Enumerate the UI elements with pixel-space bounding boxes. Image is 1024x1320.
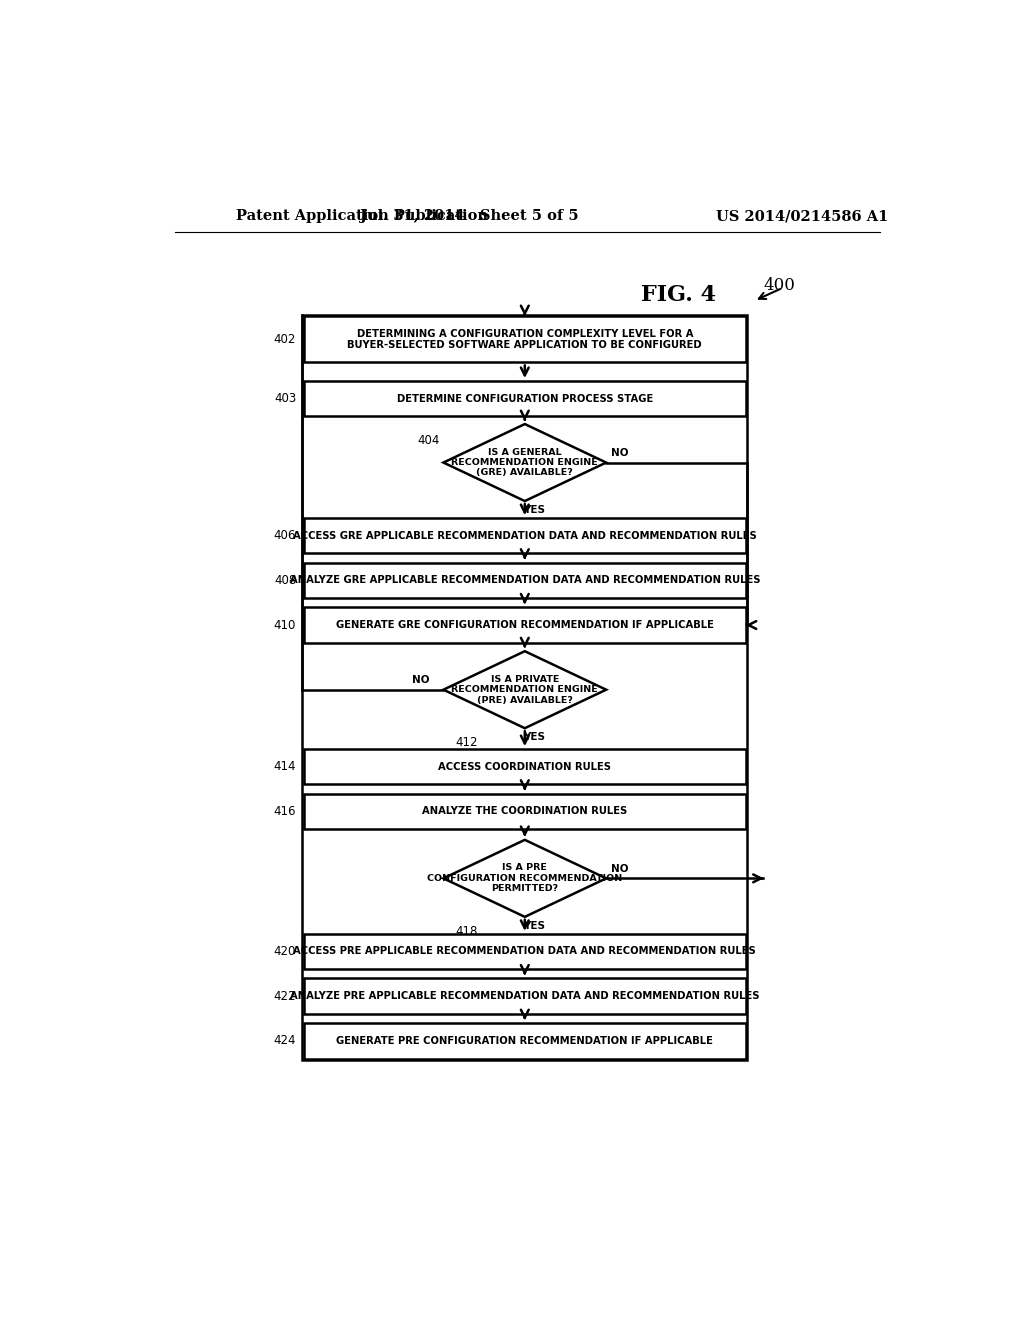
Text: 414: 414 [273, 760, 296, 774]
Text: IS A GENERAL
RECOMMENDATION ENGINE
(GRE) AVAILABLE?: IS A GENERAL RECOMMENDATION ENGINE (GRE)… [452, 447, 598, 478]
Text: 416: 416 [273, 805, 296, 818]
Text: FIG. 4: FIG. 4 [641, 285, 716, 306]
Text: IS A PRE
CONFIGURATION RECOMMENDATION
PERMITTED?: IS A PRE CONFIGURATION RECOMMENDATION PE… [427, 863, 623, 894]
Text: ACCESS COORDINATION RULES: ACCESS COORDINATION RULES [438, 762, 611, 772]
Text: Patent Application Publication: Patent Application Publication [237, 209, 488, 223]
Text: 420: 420 [273, 945, 296, 958]
Text: YES: YES [523, 506, 545, 515]
Bar [304, 317, 745, 363]
Text: 412: 412 [455, 737, 477, 748]
Bar [304, 978, 745, 1014]
Text: 400: 400 [763, 277, 795, 294]
Bar [304, 562, 745, 598]
Text: 422: 422 [273, 990, 296, 1003]
Text: ANALYZE GRE APPLICABLE RECOMMENDATION DATA AND RECOMMENDATION RULES: ANALYZE GRE APPLICABLE RECOMMENDATION DA… [290, 576, 760, 585]
Bar [304, 933, 745, 969]
Bar [304, 517, 745, 553]
Bar [304, 1023, 745, 1059]
Text: Jul. 31, 2014   Sheet 5 of 5: Jul. 31, 2014 Sheet 5 of 5 [359, 209, 579, 223]
Text: NO: NO [412, 676, 429, 685]
Text: YES: YES [523, 733, 545, 742]
Bar [304, 607, 745, 643]
Text: 424: 424 [273, 1035, 296, 1047]
Bar [304, 381, 745, 416]
Text: GENERATE PRE CONFIGURATION RECOMMENDATION IF APPLICABLE: GENERATE PRE CONFIGURATION RECOMMENDATIO… [336, 1036, 714, 1045]
Text: NO: NO [611, 865, 629, 874]
Text: 418: 418 [455, 924, 477, 937]
Text: DETERMINE CONFIGURATION PROCESS STAGE: DETERMINE CONFIGURATION PROCESS STAGE [396, 393, 653, 404]
Text: 410: 410 [273, 619, 296, 631]
Text: NO: NO [611, 449, 629, 458]
Text: DETERMINING A CONFIGURATION COMPLEXITY LEVEL FOR A
BUYER-SELECTED SOFTWARE APPLI: DETERMINING A CONFIGURATION COMPLEXITY L… [347, 329, 702, 350]
Polygon shape [443, 424, 606, 502]
Polygon shape [443, 840, 606, 917]
Text: 402: 402 [273, 333, 296, 346]
Text: 408: 408 [274, 574, 296, 587]
Bar [304, 793, 745, 829]
Text: GENERATE GRE CONFIGURATION RECOMMENDATION IF APPLICABLE: GENERATE GRE CONFIGURATION RECOMMENDATIO… [336, 620, 714, 630]
Text: 406: 406 [273, 529, 296, 543]
Text: ACCESS PRE APPLICABLE RECOMMENDATION DATA AND RECOMMENDATION RULES: ACCESS PRE APPLICABLE RECOMMENDATION DAT… [294, 946, 756, 957]
Text: ANALYZE PRE APPLICABLE RECOMMENDATION DATA AND RECOMMENDATION RULES: ANALYZE PRE APPLICABLE RECOMMENDATION DA… [290, 991, 760, 1001]
Bar [302, 314, 748, 1060]
Bar [304, 748, 745, 784]
Text: IS A PRIVATE
RECOMMENDATION ENGINE
(PRE) AVAILABLE?: IS A PRIVATE RECOMMENDATION ENGINE (PRE)… [452, 675, 598, 705]
Text: US 2014/0214586 A1: US 2014/0214586 A1 [716, 209, 889, 223]
Text: YES: YES [523, 921, 545, 931]
Text: ANALYZE THE COORDINATION RULES: ANALYZE THE COORDINATION RULES [422, 807, 628, 816]
Text: 403: 403 [274, 392, 296, 405]
Text: ACCESS GRE APPLICABLE RECOMMENDATION DATA AND RECOMMENDATION RULES: ACCESS GRE APPLICABLE RECOMMENDATION DAT… [293, 531, 757, 541]
Polygon shape [443, 651, 606, 729]
Text: 404: 404 [417, 434, 439, 447]
